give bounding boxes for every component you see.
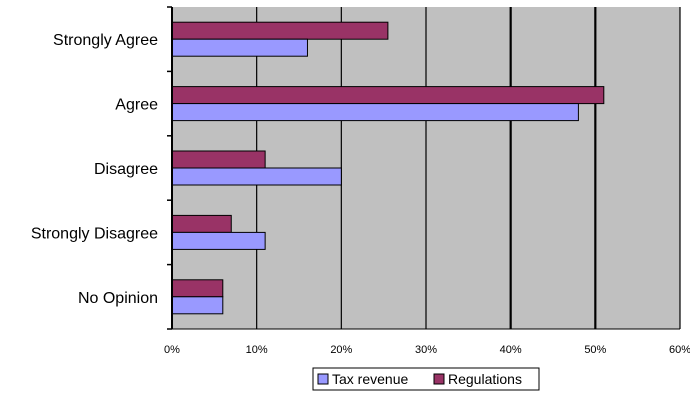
x-tick-label: 30% (415, 344, 437, 356)
legend-swatch (317, 373, 329, 385)
x-tick-label: 0% (164, 344, 180, 356)
bar-tax-revenue (171, 103, 579, 122)
legend: Tax revenue Regulations (312, 367, 540, 391)
bar-regulations (171, 279, 224, 298)
category-label: No Opinion (78, 290, 158, 307)
legend-label: Regulations (448, 371, 522, 387)
x-tick-label: 60% (669, 344, 690, 356)
category-labels: Strongly Agree Agree Disagree Strongly Disa… (31, 32, 158, 307)
axes (167, 6, 680, 330)
category-label: Agree (115, 97, 158, 114)
x-tick-labels: 0% 10% 20% 30% 40% 50% 60% (164, 344, 690, 356)
bar-regulations (171, 214, 232, 233)
bar-tax-revenue (171, 38, 308, 57)
x-tick-label: 50% (584, 344, 606, 356)
bar-tax-revenue (171, 167, 342, 186)
bar-tax-revenue (171, 296, 224, 315)
x-tick-label: 40% (500, 344, 522, 356)
bar-regulations (171, 21, 389, 40)
bar-regulations (171, 150, 266, 169)
x-tick-label: 20% (330, 344, 352, 356)
category-label: Strongly Agree (53, 32, 158, 49)
legend-box (312, 367, 540, 391)
category-label: Strongly Disagree (31, 225, 158, 242)
legend-label: Tax revenue (332, 371, 408, 387)
bar-tax-revenue (171, 231, 266, 250)
bar-regulations (171, 86, 605, 105)
category-label: Disagree (94, 161, 158, 178)
x-tick-label: 10% (246, 344, 268, 356)
legend-swatch (433, 373, 445, 385)
